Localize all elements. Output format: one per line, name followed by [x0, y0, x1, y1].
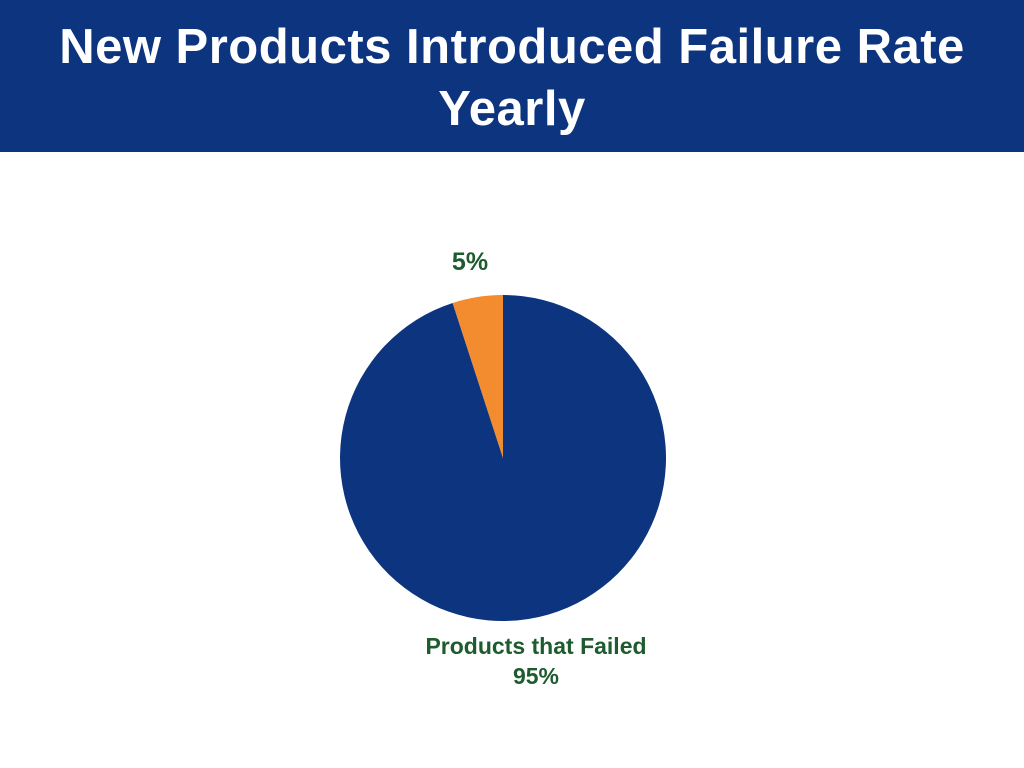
- pie-slice-1: [452, 295, 503, 458]
- pie-slice-label-products-that-failed-value: 95%: [512, 663, 560, 689]
- pie-chart-container: [340, 295, 666, 621]
- pie-slice-label-5-percent: 5%: [451, 248, 489, 276]
- pie-chart: [340, 295, 666, 621]
- pie-slice-0: [340, 295, 666, 621]
- page-title-line-1: New Products Introduced Failure Rate: [59, 20, 965, 74]
- page-title-line-2: Yearly: [438, 82, 586, 136]
- title-banner: New Products Introduced Failure Rate Yea…: [0, 0, 1024, 152]
- pie-slice-label-products-that-failed: Products that Failed 95%: [376, 631, 696, 691]
- pie-slice-label-products-that-failed-text: Products that Failed: [425, 633, 647, 659]
